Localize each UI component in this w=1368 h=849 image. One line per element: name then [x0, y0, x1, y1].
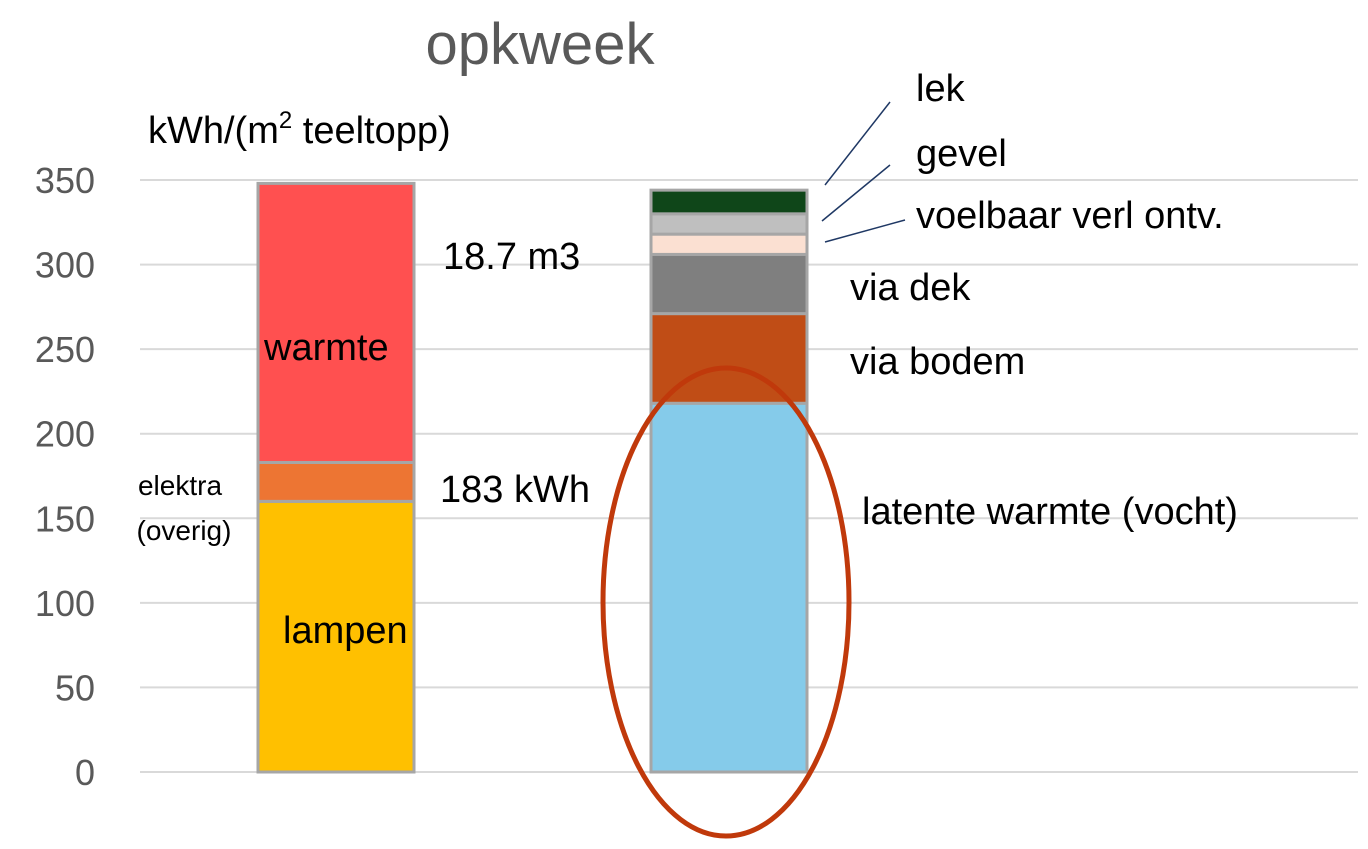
chart-title: opkweek	[426, 12, 656, 77]
y-tick-label: 300	[35, 245, 95, 286]
label-via-dek: via dek	[850, 267, 971, 309]
label-electricity-usage: 183 kWh	[440, 469, 590, 511]
bar-segment-gevel	[649, 212, 809, 236]
bar-segment-lek	[649, 188, 809, 216]
label-latente-warmte: latente warmte (vocht)	[862, 491, 1238, 533]
y-axis-tick-labels: 0 50 100 150 200 250 300 350	[35, 160, 95, 793]
y-tick-label: 350	[35, 160, 95, 201]
bar-stacks	[256, 181, 809, 774]
label-warmte: warmte	[263, 327, 389, 369]
bar-segment-elektra-overig	[256, 460, 416, 503]
label-lampen: lampen	[283, 610, 408, 652]
bar-segment-warmte	[256, 181, 416, 464]
y-tick-label: 200	[35, 414, 95, 455]
bar-segment-via-dek	[649, 252, 809, 316]
bar-segment-latente-warmte-vocht	[649, 401, 809, 774]
y-tick-label: 0	[75, 752, 95, 793]
y-tick-label: 150	[35, 498, 95, 539]
leader-line-lek	[824, 101, 891, 186]
label-elektra-line2: (overig)	[137, 515, 232, 546]
label-elektra-line1: elektra	[138, 470, 222, 501]
y-axis-label: kWh/(m2 teeltopp)	[148, 107, 451, 152]
highlight-ellipse	[600, 365, 852, 839]
y-tick-label: 250	[35, 329, 95, 370]
label-voelbaar: voelbaar verl ontv.	[916, 195, 1224, 237]
bar-segment-voelbaar-verl-ontv	[649, 232, 809, 256]
label-via-bodem: via bodem	[850, 341, 1025, 383]
label-gevel: gevel	[916, 133, 1007, 175]
y-tick-label: 50	[55, 667, 95, 708]
leader-line-voelbaar	[824, 219, 906, 243]
bar-segment-lampen	[256, 499, 416, 774]
label-lek: lek	[916, 68, 966, 110]
y-tick-label: 100	[35, 583, 95, 624]
leader-line-gevel	[821, 164, 891, 222]
label-gas-usage: 18.7 m3	[443, 236, 580, 278]
